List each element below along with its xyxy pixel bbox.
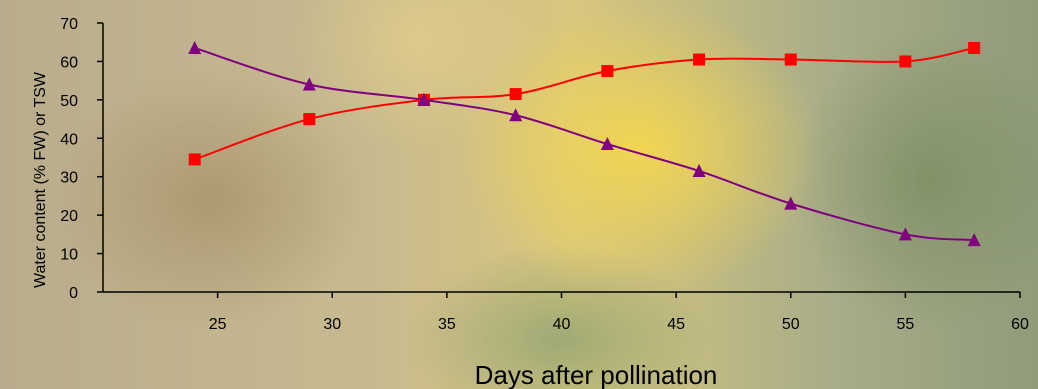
series-line <box>194 46 975 161</box>
data-point-triangle <box>967 233 981 247</box>
data-point-square <box>784 53 797 66</box>
data-point-triangle <box>600 137 614 151</box>
y-tick-label: 20 <box>60 208 78 225</box>
data-point-square <box>188 153 201 166</box>
data-point-triangle <box>692 163 706 177</box>
x-tick-label: 25 <box>209 316 227 333</box>
series-2 <box>188 40 981 247</box>
series-1 <box>188 41 981 166</box>
x-axis-ticks: 25 30 35 40 45 50 55 60 <box>209 292 1029 333</box>
y-tick-label: 30 <box>60 170 78 187</box>
data-point-triangle <box>898 227 912 241</box>
x-tick-label: 40 <box>553 316 571 333</box>
data-point-square <box>509 88 522 101</box>
x-axis-title: Days after pollination <box>475 360 718 389</box>
x-tick-label: 50 <box>782 316 800 333</box>
y-tick-label: 60 <box>60 54 78 71</box>
data-point-square <box>303 113 316 126</box>
data-point-square <box>601 65 614 78</box>
y-tick-label: 70 <box>60 16 78 33</box>
y-axis-title: Water content (% FW) or TSW <box>32 71 49 288</box>
data-point-square <box>968 41 981 54</box>
data-point-triangle <box>302 77 316 91</box>
y-axis-ticks: 0 10 20 30 40 50 60 70 <box>60 16 103 302</box>
data-point-triangle <box>784 196 798 210</box>
y-tick-label: 40 <box>60 131 78 148</box>
data-point-square <box>693 53 706 66</box>
data-point-triangle <box>417 92 431 106</box>
y-tick-label: 10 <box>60 247 78 264</box>
data-point-square <box>899 55 912 68</box>
data-point-triangle <box>509 108 523 122</box>
x-tick-label: 45 <box>667 316 685 333</box>
x-tick-label: 35 <box>438 316 456 333</box>
x-tick-label: 60 <box>1011 316 1029 333</box>
series-layer <box>188 40 981 247</box>
x-tick-label: 30 <box>323 316 341 333</box>
x-tick-label: 55 <box>896 316 914 333</box>
y-tick-label: 50 <box>60 93 78 110</box>
data-point-triangle <box>188 40 202 54</box>
y-tick-label: 0 <box>69 285 78 302</box>
